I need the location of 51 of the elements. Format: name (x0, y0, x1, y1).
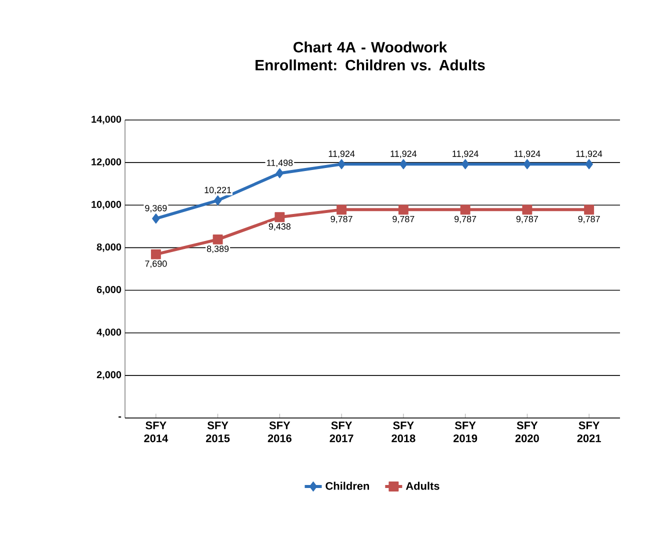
y-tick-label: 10,000 (92, 200, 122, 210)
data-label: 9,438 (268, 223, 291, 231)
point (400, 159, 408, 170)
x-tick-label: SFY 2018 (392, 422, 416, 442)
data-label: 7,690 (145, 260, 167, 268)
point (522, 204, 532, 215)
chart-title: Chart 4A - Woodwork Enrollment: Children vs. Adults (256, 42, 485, 70)
x-tick-label: SFY 2017 (330, 422, 354, 442)
data-label: 11,498 (266, 160, 293, 168)
point (150, 249, 161, 260)
data-label: 11,924 (390, 150, 417, 158)
x-tick-label: SFY 2014 (144, 422, 168, 442)
point (212, 234, 223, 244)
point (276, 168, 284, 178)
data-label: 8,389 (206, 246, 229, 254)
x-tick-label: SFY 2019 (454, 422, 478, 442)
point (523, 159, 532, 170)
point (460, 204, 470, 215)
y-tick-label: 14,000 (92, 116, 122, 124)
y-tick-label: 6,000 (96, 286, 122, 295)
point (338, 159, 346, 170)
y-tick-label: 12,000 (92, 158, 122, 167)
data-label: 9,369 (145, 204, 167, 212)
point (461, 159, 470, 170)
data-label: 11,924 (576, 150, 602, 158)
data-label: 11,924 (328, 150, 355, 158)
x-tick-label: SFY 2021 (577, 422, 601, 442)
data-label: 11,924 (514, 150, 540, 158)
point (398, 204, 408, 215)
point (274, 212, 285, 222)
point (152, 214, 160, 224)
point (584, 204, 594, 215)
y-tick-label: 4,000 (96, 328, 122, 338)
data-label: 10,221 (204, 186, 232, 194)
x-tick-label: SFY 2016 (268, 422, 292, 442)
y-tick-label: - (118, 416, 122, 418)
data-label: 9,787 (516, 216, 538, 224)
point (585, 159, 593, 170)
x-tick-label: SFY 2020 (515, 422, 539, 442)
legend-label: Children (326, 482, 370, 490)
y-tick-label: 8,000 (96, 243, 122, 252)
y-tick-label: 2,000 (96, 371, 122, 380)
data-label: 11,924 (452, 150, 478, 158)
point (214, 195, 222, 206)
data-label: 9,787 (578, 216, 600, 224)
data-label: 9,787 (392, 216, 414, 224)
x-tick-label: SFY 2015 (206, 422, 230, 442)
point (336, 204, 347, 215)
data-label: 9,787 (454, 216, 476, 224)
legend-label: Adults (406, 482, 440, 490)
data-label: 9,787 (330, 216, 352, 224)
